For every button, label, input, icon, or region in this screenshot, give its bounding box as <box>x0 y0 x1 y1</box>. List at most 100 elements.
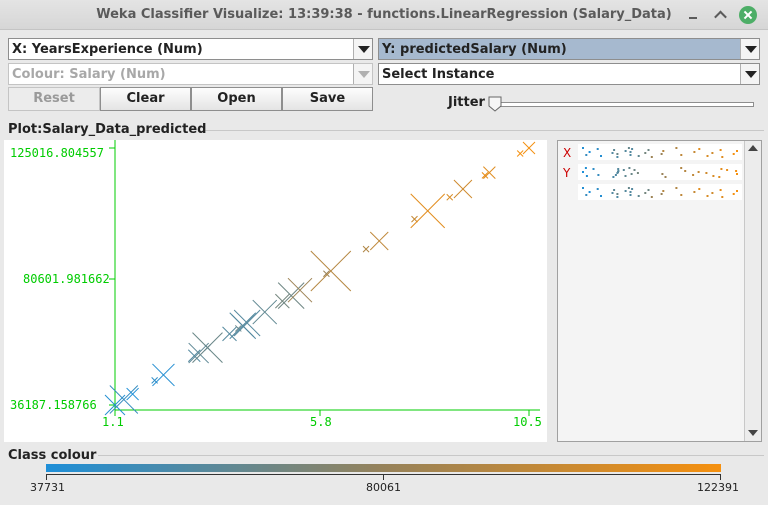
data-point[interactable] <box>323 270 330 278</box>
attribute-panel[interactable]: X Y <box>557 140 762 442</box>
data-point[interactable] <box>252 299 278 325</box>
data-point[interactable] <box>369 231 389 251</box>
mini-point <box>629 151 632 153</box>
attribute-bar[interactable] <box>578 184 742 200</box>
mini-point <box>592 168 595 170</box>
data-point[interactable] <box>152 363 175 387</box>
mini-point <box>631 188 634 190</box>
jitter-slider-track[interactable] <box>494 102 754 107</box>
data-point[interactable] <box>453 179 473 199</box>
data-point[interactable] <box>151 377 158 384</box>
title-bar: Weka Classifier Visualize: 13:39:38 - fu… <box>0 0 768 30</box>
data-point[interactable] <box>411 215 418 223</box>
data-point[interactable] <box>233 309 261 337</box>
mini-point <box>660 193 663 195</box>
data-point[interactable] <box>104 394 126 416</box>
data-point[interactable] <box>277 282 305 309</box>
mini-point <box>629 194 632 196</box>
attribute-mini-plot <box>582 167 738 178</box>
data-point[interactable] <box>481 171 489 179</box>
maximize-icon[interactable] <box>711 6 729 24</box>
mini-point <box>647 149 650 151</box>
y-axis-select[interactable]: Y: predictedSalary (Num) <box>378 38 760 60</box>
attribute-list: X Y <box>558 141 744 441</box>
mini-point <box>585 154 588 156</box>
minimize-icon[interactable] <box>684 6 702 24</box>
mini-point <box>624 175 627 177</box>
chevron-down-icon[interactable] <box>353 64 372 84</box>
jitter-slider-thumb[interactable] <box>488 96 502 112</box>
mini-point <box>662 190 665 192</box>
mini-point <box>627 187 630 189</box>
mini-point <box>588 191 591 193</box>
mini-point <box>735 170 738 172</box>
scatter-plot-svg[interactable]: 125016.804557 80601.981662 36187.158766 … <box>4 140 547 442</box>
mini-point <box>629 154 632 156</box>
colour-select-value: Colour: Salary (Num) <box>12 67 166 82</box>
reset-button[interactable]: Reset <box>8 87 100 111</box>
x-tick-label: 5.8 <box>310 415 332 429</box>
scroll-down-icon[interactable] <box>745 425 761 441</box>
mini-point <box>628 167 631 169</box>
mini-point <box>662 150 665 152</box>
data-point[interactable] <box>410 193 446 229</box>
colour-select[interactable]: Colour: Salary (Num) <box>8 63 373 85</box>
mini-point <box>616 193 619 195</box>
class-colour-tick <box>46 474 47 480</box>
chevron-down-icon[interactable] <box>353 39 372 59</box>
mini-point <box>600 155 602 157</box>
attribute-bar[interactable] <box>578 164 742 180</box>
data-point[interactable] <box>109 385 139 414</box>
mini-point <box>582 147 584 149</box>
data-point[interactable] <box>231 314 255 338</box>
mini-point <box>706 155 709 157</box>
mini-point <box>693 191 696 193</box>
data-point[interactable] <box>188 342 210 364</box>
mini-point <box>622 169 625 171</box>
attribute-scrollbar[interactable] <box>744 141 761 441</box>
chevron-down-icon[interactable] <box>740 64 759 84</box>
mini-point <box>631 148 634 150</box>
scatter-plot[interactable]: 125016.804557 80601.981662 36187.158766 … <box>4 140 547 442</box>
mini-point <box>624 150 627 152</box>
mini-point <box>650 196 653 198</box>
mini-point <box>582 171 584 173</box>
y-tick-label: 125016.804557 <box>10 146 104 160</box>
data-point[interactable] <box>522 141 536 155</box>
y-tick-label: 80601.981662 <box>23 272 110 286</box>
attribute-bar[interactable] <box>578 144 742 160</box>
class-colour-min-label: 37731 <box>30 481 65 494</box>
mini-point <box>597 174 600 176</box>
data-point[interactable] <box>287 277 313 303</box>
data-point[interactable] <box>362 245 370 253</box>
mini-point <box>596 148 599 150</box>
data-point[interactable] <box>310 250 352 292</box>
chevron-down-icon[interactable] <box>740 39 759 59</box>
data-point[interactable] <box>126 387 139 401</box>
mini-point <box>693 151 696 153</box>
attribute-mini-plot <box>582 147 738 158</box>
mini-point <box>732 153 735 155</box>
class-colour-tick <box>383 474 384 480</box>
mini-point <box>637 155 640 157</box>
instance-select[interactable]: Select Instance <box>378 63 760 85</box>
data-point[interactable] <box>275 293 290 309</box>
mini-point <box>585 194 588 196</box>
data-point[interactable] <box>192 332 223 363</box>
save-button[interactable]: Save <box>282 87 373 111</box>
data-point[interactable] <box>516 150 524 157</box>
mini-point <box>736 150 738 152</box>
mini-point <box>721 156 724 158</box>
open-button[interactable]: Open <box>191 87 282 111</box>
mini-point <box>698 188 701 190</box>
mini-point <box>633 169 636 171</box>
x-axis-select[interactable]: X: YearsExperience (Num) <box>8 38 373 60</box>
data-point[interactable] <box>483 166 496 179</box>
clear-button[interactable]: Clear <box>100 87 191 111</box>
mini-point <box>614 174 617 176</box>
close-icon[interactable] <box>739 6 757 24</box>
scroll-up-icon[interactable] <box>745 141 761 157</box>
data-point[interactable] <box>187 349 201 363</box>
data-point[interactable] <box>446 193 454 201</box>
data-point[interactable] <box>222 326 237 342</box>
